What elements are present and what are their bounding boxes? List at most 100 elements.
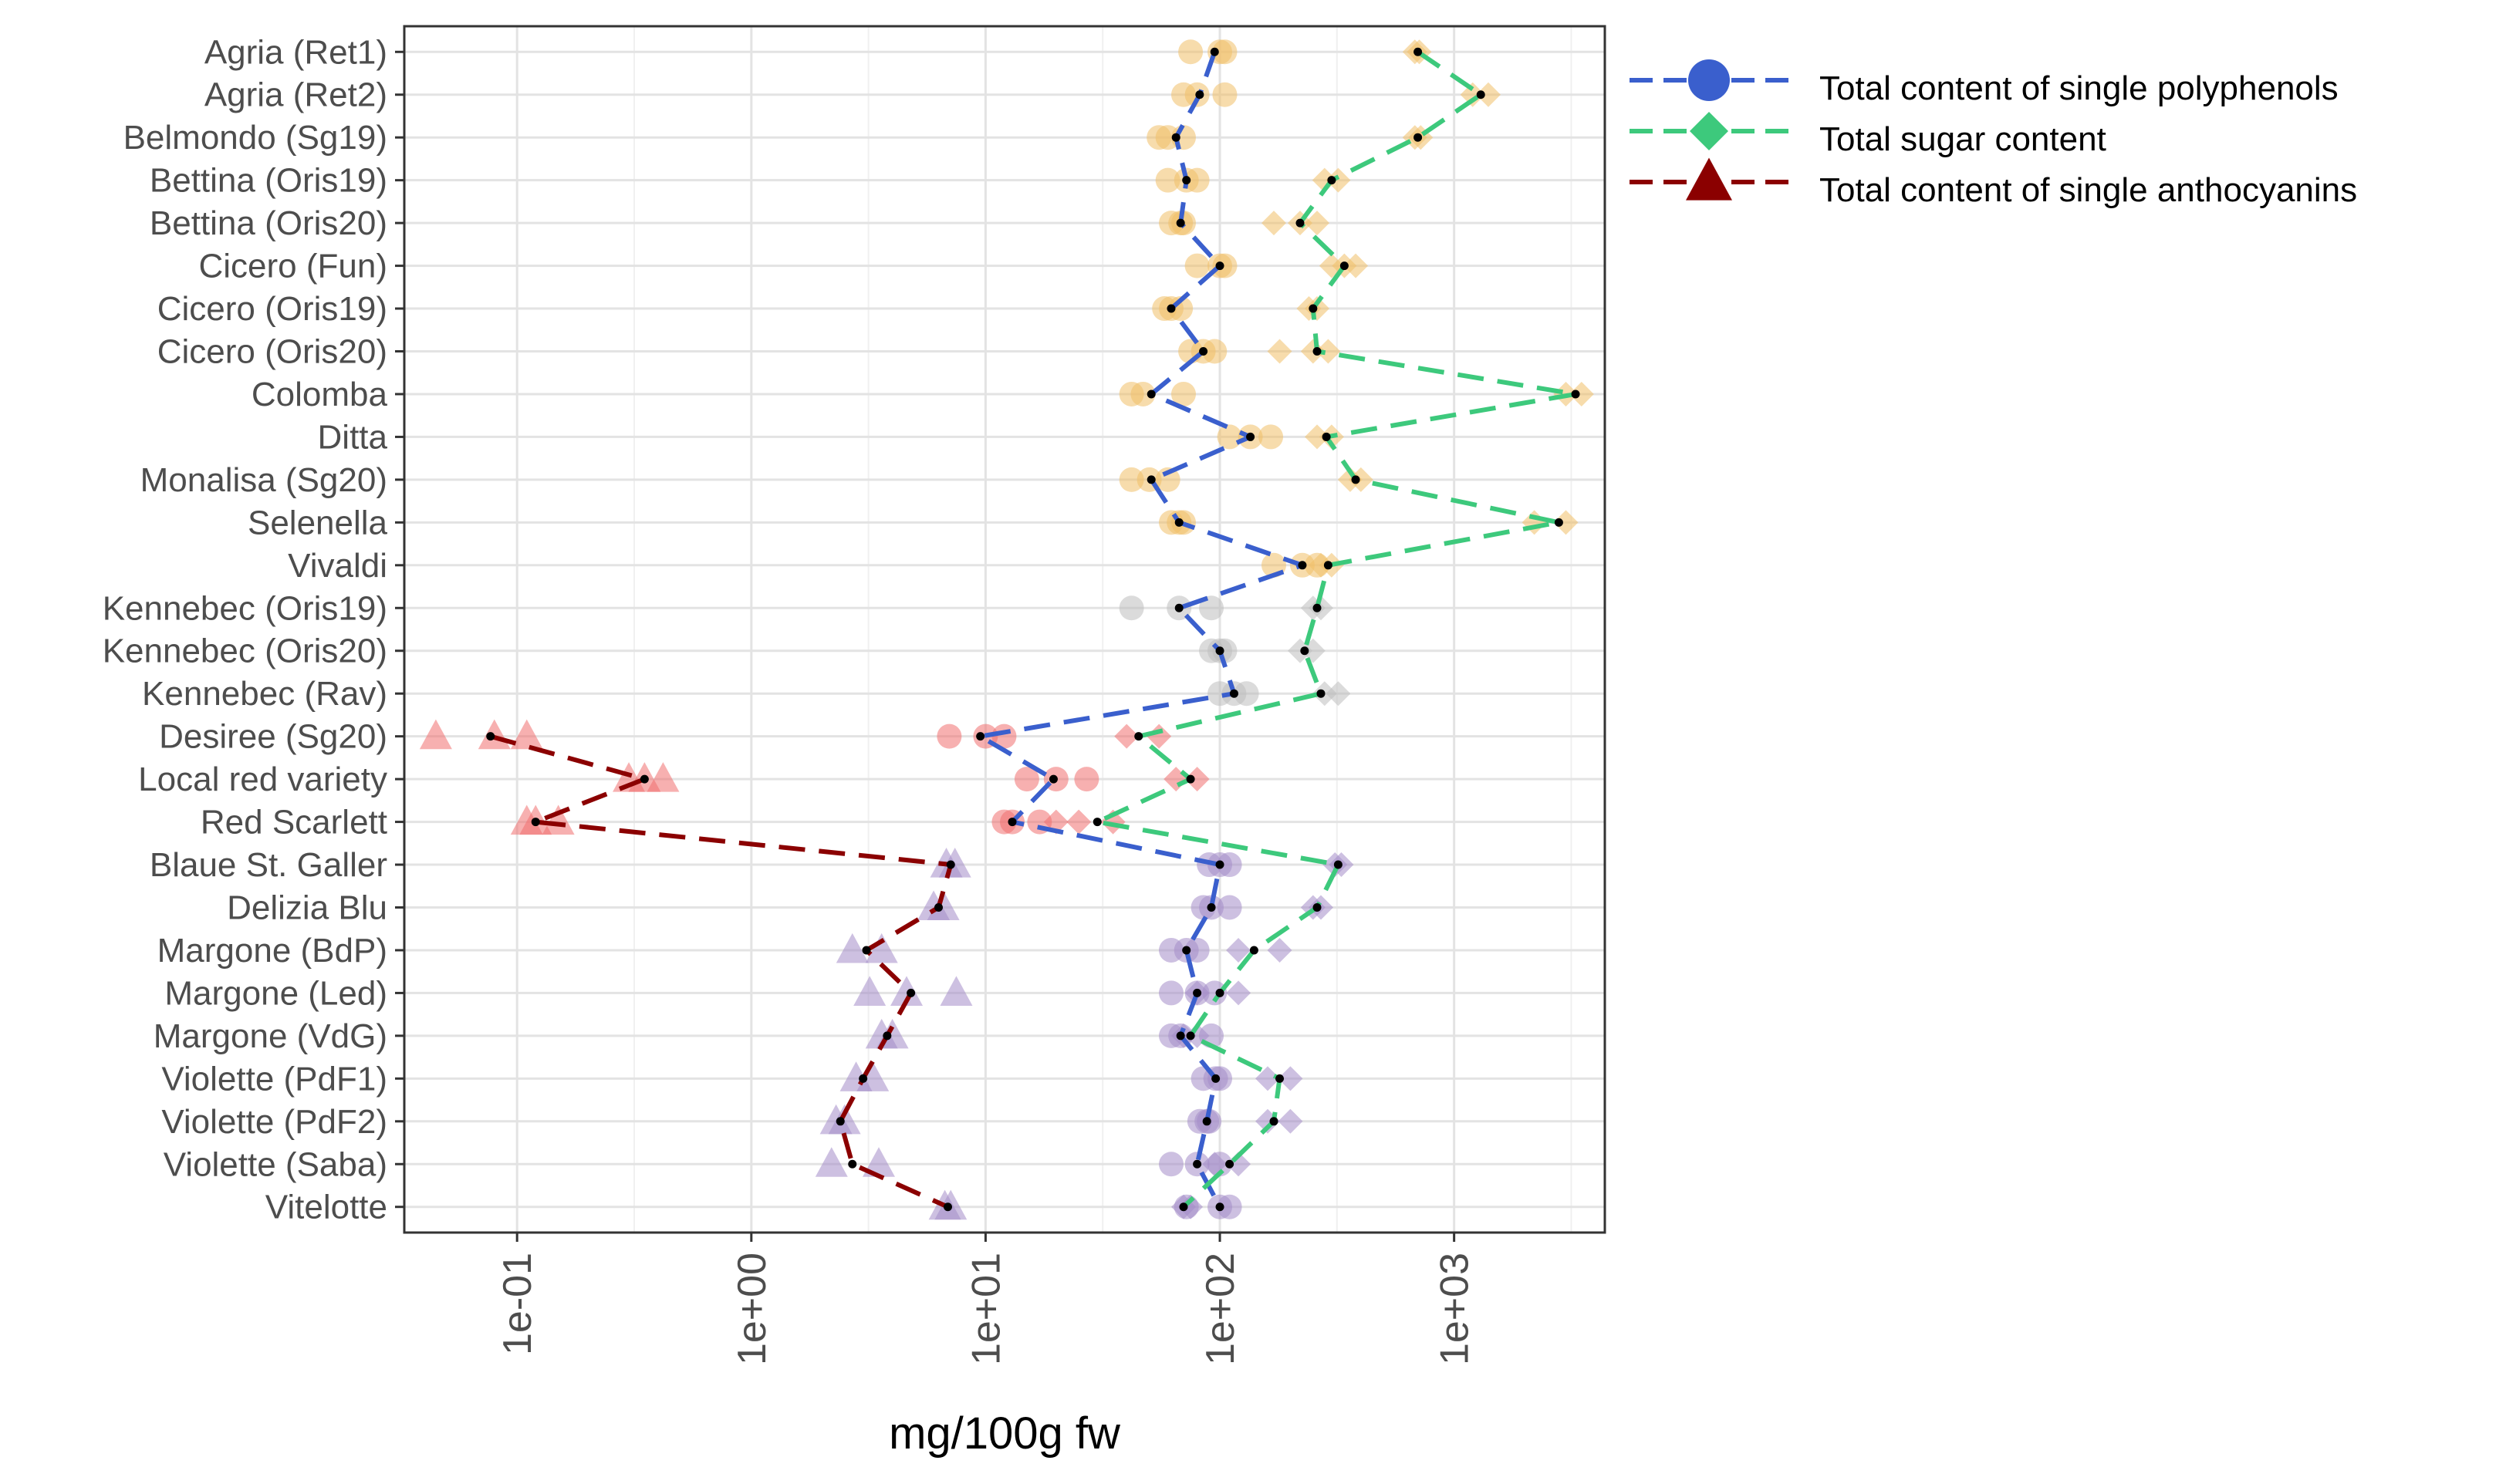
anthocyanins-mean-point xyxy=(836,1117,845,1126)
y-tick-label: Kennebec (Oris20) xyxy=(103,632,387,670)
polyphenols-mean-point xyxy=(1207,902,1216,912)
sugar-mean-point xyxy=(1269,1117,1278,1126)
sugar-mean-point xyxy=(1322,432,1331,441)
y-tick-label: Red Scarlett xyxy=(201,804,387,841)
polyphenols-replicate-point xyxy=(937,723,962,749)
polyphenols-mean-point xyxy=(1210,47,1219,56)
sugar-replicate-point xyxy=(1226,937,1251,963)
y-tick-label: Violette (PdF1) xyxy=(161,1060,387,1098)
sugar-replicate-point xyxy=(1278,1108,1303,1134)
sugar-replicate-point xyxy=(1326,167,1351,193)
anthocyanins-replicate-point xyxy=(419,719,452,750)
y-tick-label: Bettina (Oris20) xyxy=(150,204,387,242)
polyphenols-mean-point xyxy=(1215,646,1224,656)
anthocyanins-replicate-point xyxy=(853,976,887,1006)
polyphenols-replicate-point xyxy=(1202,339,1228,364)
polyphenols-replicate-point xyxy=(1199,595,1224,621)
polyphenols-replicate-point xyxy=(1155,167,1180,193)
x-axis-title: mg/100g fw xyxy=(889,1408,1121,1459)
polyphenols-mean-point xyxy=(1049,774,1058,784)
x-tick-label: 1e+03 xyxy=(1433,1253,1478,1365)
polyphenols-mean-point xyxy=(1174,518,1184,527)
polyphenols-replicate-point xyxy=(1014,767,1039,792)
sugar-replicate-point xyxy=(1261,211,1286,236)
anthocyanins-mean-point xyxy=(531,818,540,827)
sugar-mean-point xyxy=(1295,218,1305,228)
polyphenols-replicate-point xyxy=(1212,82,1238,107)
sugar-replicate-point xyxy=(1278,1066,1303,1091)
anthocyanins-mean-point xyxy=(848,1159,857,1169)
polyphenols-mean-point xyxy=(1199,347,1208,356)
sugar-mean-point xyxy=(1215,988,1224,997)
polyphenols-mean-point xyxy=(1171,133,1180,142)
sugar-replicate-point xyxy=(1305,424,1330,450)
polyphenols-replicate-point xyxy=(1217,1194,1242,1219)
anthocyanins-replicate-point xyxy=(890,976,924,1006)
polyphenols-mean-point xyxy=(1246,432,1255,441)
polyphenols-replicate-point xyxy=(1234,681,1259,707)
sugar-mean-point xyxy=(1093,818,1102,827)
y-tick-label: Cicero (Oris20) xyxy=(157,333,387,371)
polyphenols-replicate-point xyxy=(1212,253,1238,278)
sugar-mean-point xyxy=(1339,261,1349,271)
sugar-mean-point xyxy=(1300,646,1309,656)
sugar-replicate-point xyxy=(1267,937,1292,963)
sugar-replicate-point xyxy=(1226,1152,1251,1177)
polyphenols-mean-point xyxy=(1215,1202,1224,1212)
legend-key-triangle xyxy=(1686,157,1732,201)
polyphenols-replicate-point xyxy=(1212,39,1238,65)
sugar-mean-point xyxy=(1309,304,1318,313)
y-axis: Agria (Ret1) Agria (Ret2) Belmondo (Sg19) B… xyxy=(103,33,404,1226)
sugar-replicate-point xyxy=(1147,723,1172,749)
sugar-replicate-point xyxy=(1343,253,1369,278)
polyphenols-mean-point xyxy=(1176,1031,1185,1040)
sugar-mean-point xyxy=(1316,689,1326,698)
y-tick-label: Bettina (Oris19) xyxy=(150,162,387,200)
polyphenols-replicate-point xyxy=(1212,638,1238,663)
sugar-replicate-point xyxy=(1267,339,1292,364)
sugar-mean-point xyxy=(1571,390,1580,399)
anthocyanins-replicate-point xyxy=(940,976,973,1006)
anthocyanins-mean-point xyxy=(883,1031,892,1040)
polyphenols-mean-point xyxy=(1193,988,1202,997)
y-tick-label: Selenella xyxy=(248,504,388,541)
y-tick-label: Margone (VdG) xyxy=(154,1017,387,1055)
polyphenols-replicate-point xyxy=(1217,852,1242,878)
series-lines xyxy=(489,49,1579,1209)
polyphenols-replicate-point xyxy=(1074,767,1099,792)
y-tick-label: Belmondo (Sg19) xyxy=(123,119,387,157)
x-tick-label: 1e+00 xyxy=(730,1253,775,1365)
sugar-mean-point xyxy=(1323,561,1332,570)
anthocyanins-replicate-point xyxy=(836,933,869,963)
mean-points xyxy=(486,47,1580,1212)
y-tick-label: Local red variety xyxy=(138,761,387,798)
sugar-mean-point xyxy=(1312,347,1322,356)
y-tick-label: Violette (PdF2) xyxy=(161,1103,387,1141)
sugar-replicate-point xyxy=(1569,381,1594,406)
sugar-replicate-point xyxy=(1326,681,1351,707)
polyphenols-mean-point xyxy=(1298,561,1307,570)
y-tick-label: Vitelotte xyxy=(265,1189,387,1226)
sugar-mean-point xyxy=(1413,133,1423,142)
y-tick-label: Cicero (Fun) xyxy=(199,248,388,285)
polyphenols-replicate-point xyxy=(1119,595,1144,621)
polyphenols-mean-point xyxy=(1229,689,1238,698)
y-tick-label: Monalisa (Sg20) xyxy=(140,461,387,499)
anthocyanins-replicate-point xyxy=(865,933,898,963)
polyphenols-mean-point xyxy=(976,732,985,741)
sugar-mean-point xyxy=(1333,860,1342,869)
anthocyanins-replicate-point xyxy=(862,1147,895,1177)
polyphenols-replicate-point xyxy=(1184,167,1210,193)
sugar-replicate-point xyxy=(1066,809,1092,835)
polyphenols-mean-point xyxy=(1008,818,1017,827)
sugar-mean-point xyxy=(1327,176,1336,185)
y-tick-label: Agria (Ret1) xyxy=(204,33,387,71)
polyphenols-mean-point xyxy=(1167,304,1176,313)
legend-label: Total content of single anthocyanins xyxy=(1819,171,2357,209)
y-tick-label: Margone (Led) xyxy=(164,974,387,1012)
legend: Total content of single polyphenols Total… xyxy=(1630,59,2357,209)
sugar-mean-point xyxy=(1554,518,1563,527)
polyphenols-replicate-point xyxy=(1170,381,1196,406)
anthocyanins-mean-point xyxy=(486,732,495,741)
